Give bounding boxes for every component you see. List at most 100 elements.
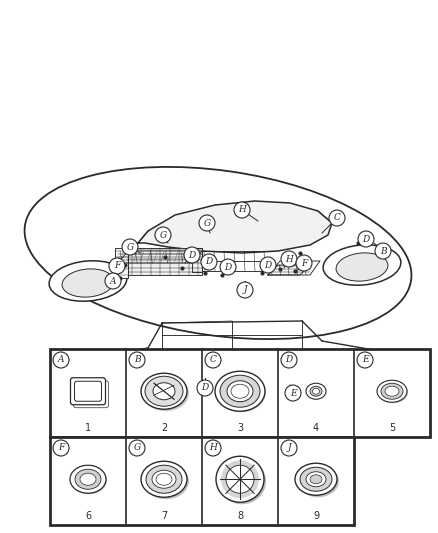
Ellipse shape (297, 465, 339, 497)
Circle shape (226, 465, 254, 493)
Bar (50, 349, 430, 437)
Ellipse shape (231, 384, 249, 398)
Text: H: H (209, 443, 217, 453)
Text: E: E (362, 356, 368, 365)
Ellipse shape (25, 167, 411, 339)
FancyBboxPatch shape (71, 378, 106, 405)
Circle shape (119, 364, 147, 392)
Text: D: D (201, 384, 208, 392)
Text: B: B (380, 246, 386, 255)
Circle shape (184, 247, 200, 263)
Text: F: F (58, 443, 64, 453)
Ellipse shape (145, 376, 183, 406)
Circle shape (105, 273, 121, 289)
Ellipse shape (141, 461, 187, 497)
Polygon shape (128, 248, 202, 275)
Text: D: D (188, 251, 196, 260)
Text: D: D (205, 257, 212, 266)
Text: C: C (334, 214, 340, 222)
Polygon shape (268, 265, 310, 275)
Ellipse shape (306, 472, 326, 487)
Text: D: D (224, 262, 232, 271)
Ellipse shape (218, 458, 266, 504)
Text: J: J (243, 286, 247, 295)
Circle shape (296, 255, 312, 271)
Text: 2: 2 (161, 423, 167, 433)
Ellipse shape (310, 475, 322, 484)
Ellipse shape (381, 383, 403, 399)
Text: G: G (203, 219, 211, 228)
Ellipse shape (216, 372, 266, 412)
Text: G: G (127, 243, 134, 252)
Text: 7: 7 (161, 511, 167, 521)
Text: 5: 5 (389, 423, 395, 433)
Ellipse shape (49, 261, 127, 301)
FancyBboxPatch shape (382, 352, 394, 364)
Circle shape (201, 254, 217, 270)
Circle shape (53, 440, 69, 456)
Ellipse shape (152, 470, 176, 488)
Circle shape (109, 258, 125, 274)
Ellipse shape (143, 463, 189, 499)
Ellipse shape (146, 465, 182, 493)
Text: A: A (58, 356, 64, 365)
Circle shape (329, 210, 345, 226)
Circle shape (281, 440, 297, 456)
Circle shape (285, 385, 301, 401)
Ellipse shape (153, 383, 175, 400)
Ellipse shape (216, 456, 264, 502)
Text: C: C (209, 356, 216, 365)
Text: 1: 1 (85, 423, 91, 433)
Text: 8: 8 (237, 511, 243, 521)
Text: B: B (134, 356, 140, 365)
Ellipse shape (56, 357, 74, 365)
Circle shape (336, 374, 344, 382)
Ellipse shape (80, 473, 96, 485)
FancyBboxPatch shape (74, 381, 109, 408)
Bar (50, 437, 354, 525)
Circle shape (53, 352, 69, 368)
Ellipse shape (300, 467, 332, 491)
Text: A: A (110, 277, 116, 286)
Text: G: G (159, 230, 166, 239)
Text: G: G (134, 443, 141, 453)
Ellipse shape (215, 372, 265, 411)
Text: D: D (362, 235, 370, 244)
Text: 3: 3 (237, 423, 243, 433)
Circle shape (197, 380, 213, 396)
Circle shape (199, 215, 215, 231)
Polygon shape (118, 251, 202, 263)
Circle shape (205, 440, 221, 456)
Text: D: D (265, 261, 272, 270)
Circle shape (220, 259, 236, 275)
Circle shape (129, 440, 145, 456)
Text: 9: 9 (313, 511, 319, 521)
Ellipse shape (141, 373, 187, 409)
Polygon shape (115, 248, 128, 278)
Ellipse shape (71, 466, 107, 494)
Ellipse shape (156, 473, 172, 485)
Circle shape (281, 352, 297, 368)
Ellipse shape (378, 381, 408, 403)
Polygon shape (138, 201, 332, 253)
Ellipse shape (312, 388, 319, 394)
Ellipse shape (385, 386, 399, 396)
Ellipse shape (62, 269, 114, 297)
Circle shape (375, 243, 391, 259)
Ellipse shape (220, 375, 260, 407)
Ellipse shape (323, 245, 401, 285)
Ellipse shape (377, 380, 407, 402)
Text: J: J (287, 443, 291, 453)
Ellipse shape (221, 460, 259, 498)
Text: D: D (286, 356, 293, 365)
Circle shape (205, 352, 221, 368)
Ellipse shape (143, 375, 189, 411)
Circle shape (122, 239, 138, 255)
Text: F: F (301, 259, 307, 268)
Text: H: H (238, 206, 246, 214)
Circle shape (237, 282, 253, 298)
Ellipse shape (75, 469, 101, 489)
Ellipse shape (310, 386, 322, 396)
Circle shape (234, 202, 250, 218)
Circle shape (155, 227, 171, 243)
